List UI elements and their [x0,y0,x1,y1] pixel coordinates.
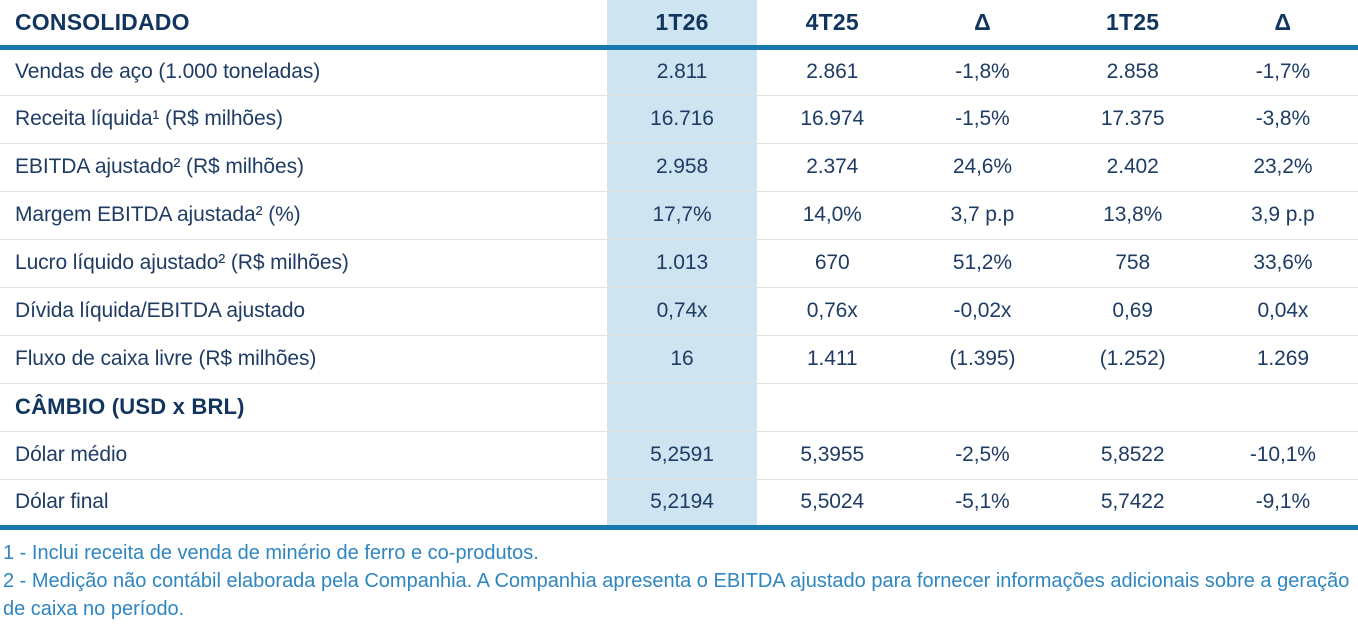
column-header-delta-4t25: Δ [907,0,1058,50]
value-4t25: 2.374 [757,143,908,192]
section-label: CÂMBIO (USD x BRL) [0,383,607,432]
table-row-cambio-section: CÂMBIO (USD x BRL) [0,383,1358,432]
value-1t26: 5,2591 [606,431,758,480]
value-4t25: 670 [757,239,908,288]
value-4t25: 14,0% [757,191,908,240]
column-header-1t26: 1T26 [606,0,758,50]
value-1t26: 2.958 [606,143,758,192]
value-1t26: 0,74x [606,287,758,336]
value-delta-4t25: 3,7 p.p [907,191,1058,240]
row-label: EBITDA ajustado² (R$ milhões) [0,143,607,192]
value-1t26: 2.811 [606,47,758,96]
value-delta-1t25: -9,1% [1207,479,1358,530]
value-1t26: 16.716 [606,95,758,144]
row-label: Receita líquida¹ (R$ milhões) [0,95,607,144]
value-delta-4t25: -0,02x [907,287,1058,336]
value-delta-1t25: -3,8% [1207,95,1358,144]
value-4t25: 0,76x [757,287,908,336]
value-delta-1t25: 0,04x [1207,287,1358,336]
table-row-vendas-aco: Vendas de aço (1.000 toneladas) 2.811 2.… [0,47,1358,96]
table-row-ebitda-ajustado: EBITDA ajustado² (R$ milhões) 2.958 2.37… [0,143,1358,192]
column-header-1t25: 1T25 [1057,0,1208,50]
table-row-receita-liquida: Receita líquida¹ (R$ milhões) 16.716 16.… [0,95,1358,144]
table-title: CONSOLIDADO [0,0,607,50]
value-1t25: 758 [1057,239,1208,288]
header-row: CONSOLIDADO 1T26 4T25 Δ 1T25 Δ [0,0,1358,50]
value-1t25: 2.402 [1057,143,1208,192]
table-row-dolar-medio: Dólar médio 5,2591 5,3955 -2,5% 5,8522 -… [0,431,1358,480]
value-1t25: 5,7422 [1057,479,1208,530]
value-4t25: 16.974 [757,95,908,144]
row-label: Vendas de aço (1.000 toneladas) [0,47,607,96]
value-delta-1t25: -10,1% [1207,431,1358,480]
row-label: Dólar médio [0,431,607,480]
footnote-2: 2 - Medição não contábil elaborada pela … [3,569,1350,620]
table-row-dolar-final: Dólar final 5,2194 5,5024 -5,1% 5,7422 -… [0,479,1358,530]
row-label: Fluxo de caixa livre (R$ milhões) [0,335,607,384]
value-1t25: 0,69 [1057,287,1208,336]
value-1t26: 5,2194 [606,479,758,530]
consolidated-results-table: CONSOLIDADO 1T26 4T25 Δ 1T25 Δ Vendas de… [0,0,1358,530]
value-1t25: 17.375 [1057,95,1208,144]
value-delta-4t25: 51,2% [907,239,1058,288]
row-label: Margem EBITDA ajustada² (%) [0,191,607,240]
value-delta-1t25: 3,9 p.p [1207,191,1358,240]
table-row-fluxo-caixa: Fluxo de caixa livre (R$ milhões) 16 1.4… [0,335,1358,384]
value-4t25: 2.861 [757,47,908,96]
value-1t25: 5,8522 [1057,431,1208,480]
value-1t25: 13,8% [1057,191,1208,240]
value-4t25: 1.411 [757,335,908,384]
table-row-margem-ebitda: Margem EBITDA ajustada² (%) 17,7% 14,0% … [0,191,1358,240]
value-delta-4t25: -1,5% [907,95,1058,144]
value-delta-4t25: (1.395) [907,335,1058,384]
value-delta-4t25: -5,1% [907,479,1058,530]
value-delta-1t25: 23,2% [1207,143,1358,192]
value-1t25: 2.858 [1057,47,1208,96]
value-1t26: 1.013 [606,239,758,288]
value-delta-1t25 [1207,383,1358,432]
value-delta-4t25: 24,6% [907,143,1058,192]
value-1t26 [606,383,758,432]
row-label: Dólar final [0,479,607,530]
value-1t26: 17,7% [606,191,758,240]
value-delta-1t25: 1.269 [1207,335,1358,384]
table-row-lucro-liquido: Lucro líquido ajustado² (R$ milhões) 1.0… [0,239,1358,288]
value-delta-1t25: 33,6% [1207,239,1358,288]
footnotes: 1 - Inclui receita de venda de minério d… [0,530,1358,623]
value-1t26: 16 [606,335,758,384]
row-label: Lucro líquido ajustado² (R$ milhões) [0,239,607,288]
value-4t25: 5,3955 [757,431,908,480]
footnote-1: 1 - Inclui receita de venda de minério d… [3,541,539,564]
value-delta-4t25: -2,5% [907,431,1058,480]
value-delta-1t25: -1,7% [1207,47,1358,96]
row-label: Dívida líquida/EBITDA ajustado [0,287,607,336]
column-header-delta-1t25: Δ [1207,0,1358,50]
table-row-divida-liquida: Dívida líquida/EBITDA ajustado 0,74x 0,7… [0,287,1358,336]
value-1t25: (1.252) [1057,335,1208,384]
value-4t25 [757,383,908,432]
value-delta-4t25 [907,383,1058,432]
value-1t25 [1057,383,1208,432]
column-header-4t25: 4T25 [757,0,908,50]
value-delta-4t25: -1,8% [907,47,1058,96]
value-4t25: 5,5024 [757,479,908,530]
